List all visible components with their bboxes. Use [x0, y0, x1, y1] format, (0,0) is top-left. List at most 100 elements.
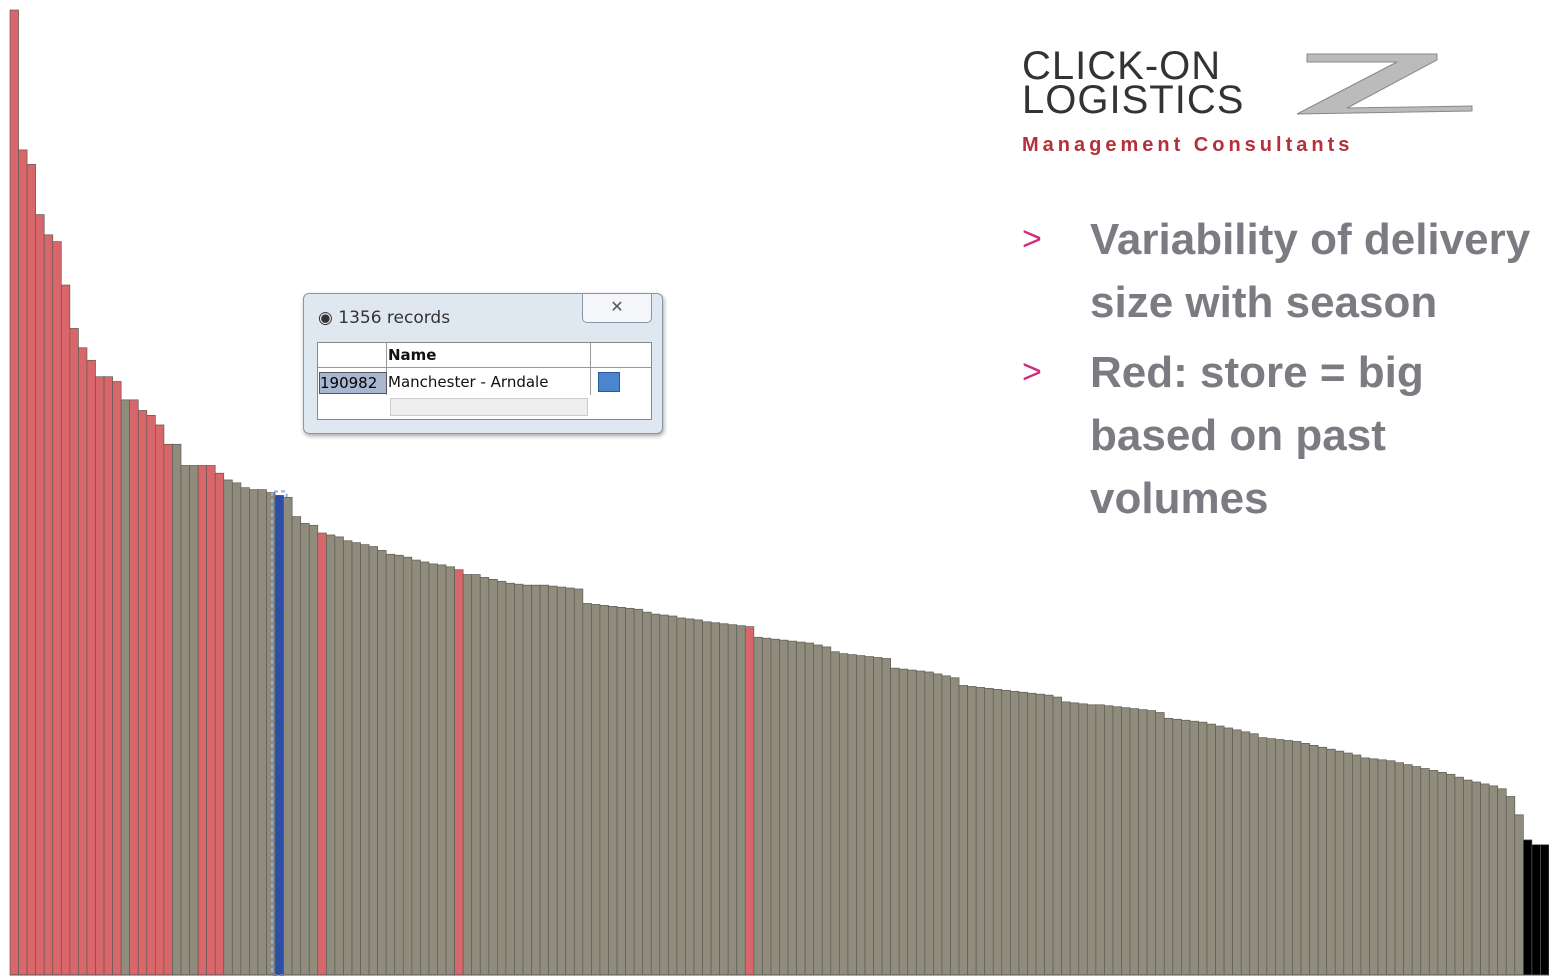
bar	[1086, 704, 1097, 976]
bar	[941, 675, 951, 976]
bar	[565, 587, 575, 976]
bar	[1095, 704, 1105, 976]
bar	[975, 687, 986, 976]
bullet-text: Red: store = big based on past volumes	[1090, 348, 1424, 523]
bar	[1206, 723, 1216, 976]
bar	[762, 637, 772, 976]
bar	[317, 532, 327, 976]
bar	[43, 234, 54, 976]
bar	[445, 566, 455, 976]
bar	[873, 657, 883, 976]
bar	[1514, 814, 1524, 976]
bar	[274, 495, 284, 976]
bar	[257, 489, 267, 976]
bar	[958, 685, 968, 976]
bar	[821, 646, 832, 976]
close-button[interactable]: ✕	[582, 294, 652, 323]
popup-title: ◉ 1356 records	[318, 308, 451, 328]
bar	[1172, 718, 1182, 976]
bar	[471, 574, 481, 976]
bar	[326, 534, 336, 976]
bar	[368, 546, 379, 976]
bar	[137, 410, 148, 976]
bar	[1317, 746, 1328, 976]
bar	[736, 625, 746, 976]
bar	[1480, 783, 1490, 976]
bar	[1497, 788, 1507, 976]
bar	[420, 561, 430, 976]
bar	[967, 686, 977, 976]
bar	[830, 651, 840, 976]
bar	[1292, 741, 1302, 976]
bar	[642, 611, 652, 976]
bar	[1001, 689, 1011, 976]
bar	[1027, 692, 1037, 976]
bar	[18, 149, 28, 976]
bar	[1044, 694, 1054, 976]
bar	[1411, 766, 1422, 976]
bullet: > Variability of delivery size with seas…	[1022, 208, 1542, 334]
bar	[60, 284, 71, 976]
records-grid: Name 190982 Manchester - Arndale	[317, 342, 652, 420]
bar	[915, 670, 926, 976]
bar	[505, 582, 515, 976]
bar	[924, 671, 934, 976]
bar	[402, 556, 413, 976]
bar	[650, 613, 661, 976]
bar	[112, 381, 122, 976]
bar	[223, 479, 233, 976]
bar	[1018, 691, 1028, 976]
bar	[616, 606, 626, 976]
bar	[522, 584, 532, 976]
bullet-text: Variability of delivery size with season	[1090, 215, 1531, 327]
bar	[95, 376, 105, 976]
bar	[548, 585, 558, 976]
bar	[1232, 729, 1242, 976]
bar	[1334, 750, 1345, 976]
link-icon[interactable]	[598, 372, 620, 392]
bar	[1454, 776, 1464, 976]
bar	[950, 677, 960, 976]
bar	[1052, 696, 1062, 976]
bar	[676, 617, 686, 976]
bullet-marker: >	[1022, 220, 1042, 258]
h-scrollbar[interactable]	[390, 398, 588, 416]
bar	[625, 607, 635, 976]
bar	[146, 414, 156, 976]
bar	[1180, 719, 1191, 976]
bar	[69, 328, 79, 976]
bar	[497, 580, 507, 976]
bar	[180, 465, 190, 976]
bar	[231, 482, 242, 976]
bar	[120, 399, 131, 976]
bar	[454, 569, 464, 976]
bar	[266, 492, 276, 976]
bar	[514, 583, 524, 976]
bar	[86, 359, 96, 976]
bar	[240, 487, 250, 976]
bar	[1121, 707, 1131, 976]
bar	[129, 399, 139, 976]
bar	[1223, 727, 1233, 976]
bar	[1471, 781, 1481, 976]
bar	[770, 638, 780, 976]
bar	[881, 658, 891, 976]
bar	[1326, 748, 1336, 976]
bar	[249, 489, 259, 976]
bar	[838, 653, 849, 976]
bar	[591, 604, 601, 976]
bar	[1522, 839, 1533, 976]
bar	[206, 465, 216, 976]
bullet: > Red: store = big based on past volumes	[1022, 341, 1542, 530]
bar	[1437, 771, 1447, 976]
bar	[1488, 785, 1499, 976]
bar	[1394, 762, 1404, 976]
bar	[1240, 731, 1251, 976]
record-name[interactable]: Manchester - Arndale	[388, 373, 549, 391]
record-id[interactable]: 190982	[319, 372, 387, 394]
bar	[693, 619, 703, 976]
bar	[214, 472, 225, 976]
bar	[78, 347, 88, 976]
